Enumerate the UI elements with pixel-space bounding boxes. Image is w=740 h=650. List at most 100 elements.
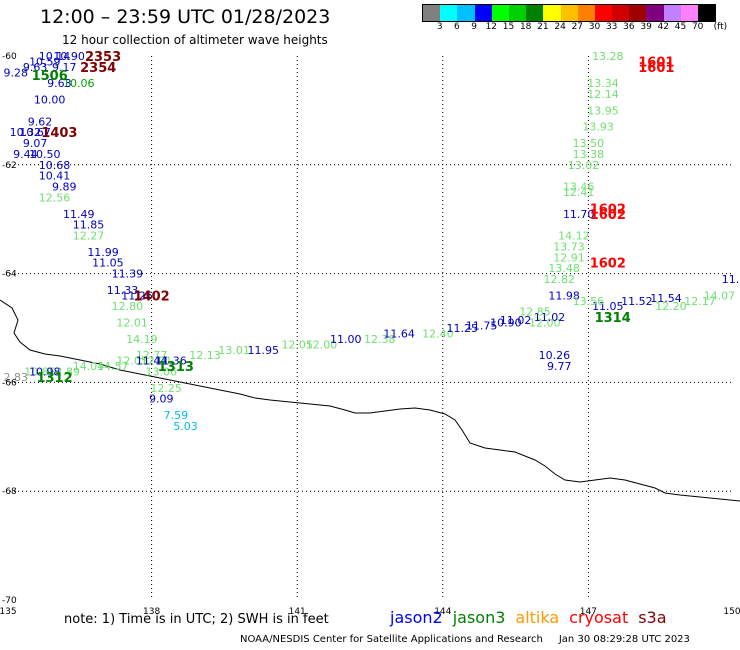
legend-item-jason2: jason2 bbox=[390, 608, 443, 627]
swh-value-label: 12.01 bbox=[141, 355, 173, 368]
colorbar-swatch bbox=[474, 5, 492, 21]
swh-value-label: 11.02 bbox=[534, 311, 566, 324]
pass-time-label: 1602 bbox=[590, 202, 626, 217]
swh-value-label: 12.80 bbox=[112, 300, 144, 313]
swh-value-label: 11.36 bbox=[155, 355, 187, 368]
pass-time-label: 2354 bbox=[80, 61, 116, 76]
colorbar-swatch bbox=[594, 5, 613, 21]
credit-line: NOAA/NESDIS Center for Satellite Applica… bbox=[240, 634, 690, 645]
swh-value-label: 2.83 bbox=[3, 371, 28, 384]
colorbar-swatch bbox=[646, 5, 664, 21]
swh-value-label: 13.73 bbox=[553, 240, 585, 253]
legend-item-cryosat: cryosat bbox=[569, 608, 629, 627]
swh-value-label: 12.82 bbox=[544, 273, 576, 286]
swh-value-label: 13.34 bbox=[587, 77, 619, 90]
pass-time-label: 1601 bbox=[638, 61, 674, 76]
colorbar-tick: 27 bbox=[571, 22, 584, 32]
colorbar-swatch bbox=[526, 5, 544, 21]
lon-label: 150 bbox=[723, 607, 740, 617]
swh-value-label: 12.05 bbox=[281, 338, 313, 351]
satellite-legend: jason2 jason3 altika cryosat s3a bbox=[390, 608, 677, 627]
swh-value-label: 10.85 bbox=[24, 366, 56, 379]
swh-value-label: 13.02 bbox=[568, 159, 600, 172]
swh-value-label: 13.38 bbox=[573, 148, 605, 161]
swh-value-label: 13.93 bbox=[582, 121, 614, 134]
colorbar-tick: 12 bbox=[485, 22, 498, 32]
pass-time-label: 1313 bbox=[158, 360, 194, 375]
pass-time-label: 1312 bbox=[36, 371, 72, 386]
lat-label: -66 bbox=[2, 378, 17, 388]
swh-value-label: 13.48 bbox=[548, 262, 580, 275]
swh-value-label: 11.85 bbox=[73, 219, 105, 232]
map-subtitle: 12 hour collection of altimeter wave hei… bbox=[62, 33, 328, 47]
pass-time-label: 2353 bbox=[85, 50, 121, 65]
swh-value-label: 9.63 bbox=[47, 77, 72, 90]
swh-value-label: 12.56 bbox=[39, 191, 71, 204]
wave-height-labels: 10.06 12.56 12.27 12.80 12.01 14.19 12.77 13.06… bbox=[3, 50, 740, 433]
swh-value-label: 12.91 bbox=[553, 251, 585, 264]
pass-time-label: 1402 bbox=[134, 289, 170, 304]
lat-label: -68 bbox=[2, 487, 17, 497]
colorbar-tick: 6 bbox=[454, 22, 460, 32]
swh-value-label: 12.00 bbox=[529, 317, 561, 330]
swh-value-label: 14.07 bbox=[704, 289, 736, 302]
colorbar-swatch bbox=[491, 5, 509, 21]
swh-value-label: 11.99 bbox=[87, 246, 119, 259]
colorbar-swatch bbox=[457, 5, 475, 21]
swh-value-label: 12.85 bbox=[519, 306, 551, 319]
swh-value-label: 13.01 bbox=[218, 344, 250, 357]
colorbar-swatch bbox=[663, 5, 681, 21]
swh-value-label: 13.50 bbox=[573, 137, 605, 150]
pass-time-label: 1602 bbox=[590, 257, 626, 272]
swh-value-label: 10.90 bbox=[490, 317, 522, 330]
swh-value-label: 11.25 bbox=[446, 322, 478, 335]
colorbar-swatch bbox=[577, 5, 595, 21]
swh-value-label: 12.41 bbox=[563, 186, 595, 199]
swh-value-label: 12.89 bbox=[48, 366, 80, 379]
swh-value-label: 5.03 bbox=[173, 420, 198, 433]
colorbar-tick: 21 bbox=[537, 22, 549, 32]
colorbar-tick: 15 bbox=[502, 22, 515, 32]
antarctic-coastline bbox=[0, 299, 740, 502]
credit-org: NOAA/NESDIS Center for Satellite Applica… bbox=[240, 634, 543, 645]
swh-value-label: 10.41 bbox=[39, 170, 71, 183]
swh-value-label: 11.98 bbox=[548, 289, 580, 302]
swh-value-label: 12.77 bbox=[136, 349, 168, 362]
swh-value-label: 11.52 bbox=[621, 295, 653, 308]
swh-value-label: 12.00 bbox=[306, 338, 338, 351]
lon-label: 147 bbox=[580, 607, 597, 617]
swh-value-label: 12.17 bbox=[684, 295, 716, 308]
swh-value-label: 12.25 bbox=[150, 382, 182, 395]
swh-value-label: 13.95 bbox=[587, 104, 619, 117]
swh-value-label: 9.77 bbox=[547, 360, 572, 373]
swh-value-label: 14.12 bbox=[558, 230, 590, 243]
colorbar-tick: 36 bbox=[623, 22, 635, 32]
swh-value-label: 13.28 bbox=[592, 50, 624, 63]
swh-value-label: 10.68 bbox=[39, 159, 71, 172]
colorbar-swatch bbox=[680, 5, 698, 21]
lat-label: -60 bbox=[2, 52, 17, 62]
colorbar-swatch bbox=[423, 5, 441, 21]
lat-label: -64 bbox=[2, 270, 17, 280]
swh-value-label: 10.26 bbox=[539, 349, 571, 362]
lon-label: 138 bbox=[143, 607, 160, 617]
swh-value-label: 11.49 bbox=[63, 208, 95, 221]
swh-value-label: 10.98 bbox=[29, 366, 61, 379]
colorbar-tick: 42 bbox=[657, 22, 670, 32]
swh-value-label: 7.59 bbox=[164, 409, 189, 422]
swh-value-label: 10.14 bbox=[39, 50, 71, 63]
swh-value-label: 11.95 bbox=[247, 344, 279, 357]
generated-timestamp: Jan 30 08:29:28 UTC 2023 bbox=[558, 634, 690, 645]
swh-value-label: 11.54 bbox=[650, 292, 682, 305]
swh-value-label: 12.14 bbox=[587, 88, 619, 101]
swh-value-label: 9.07 bbox=[23, 137, 48, 150]
colorbar-tick: 30 bbox=[588, 22, 601, 32]
swh-value-label: 9.62 bbox=[28, 115, 53, 128]
swh-value-label: 9.28 bbox=[3, 66, 28, 79]
lon-label: 144 bbox=[434, 607, 451, 617]
swh-value-label: 10.67 bbox=[19, 126, 51, 139]
swh-value-label: 11.05 bbox=[592, 300, 624, 313]
swh-value-label: 11.05 bbox=[92, 257, 124, 270]
